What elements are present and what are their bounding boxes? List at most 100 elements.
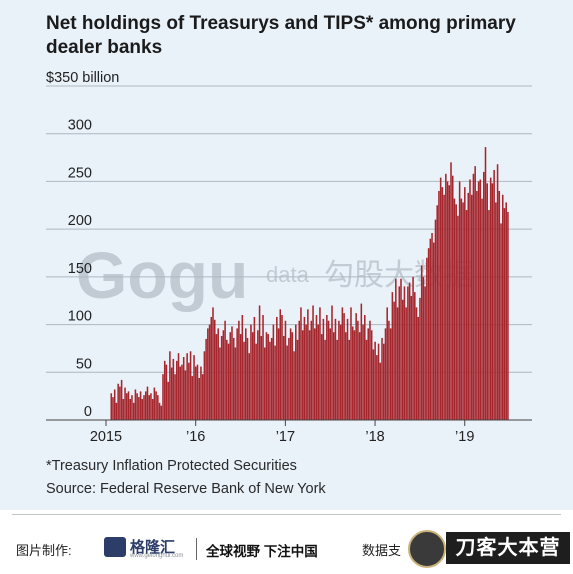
bar xyxy=(236,328,238,420)
bar xyxy=(172,358,175,420)
bar xyxy=(208,324,211,420)
bar xyxy=(148,395,150,420)
bar xyxy=(343,313,345,420)
watermark-small: data xyxy=(266,262,310,287)
bar xyxy=(189,351,192,420)
bar xyxy=(455,204,457,420)
bar xyxy=(267,334,269,420)
bar xyxy=(143,395,145,420)
bar xyxy=(144,391,147,420)
bar xyxy=(422,276,425,420)
bar xyxy=(207,328,209,420)
bar xyxy=(231,326,233,420)
watermark-latin: Gogu xyxy=(76,238,248,312)
bar xyxy=(124,387,126,420)
bar-chart: Gogu data 勾股大数据 0 50 100 150 200 250 300 $350 b… xyxy=(46,70,532,445)
bar xyxy=(224,320,226,420)
bar xyxy=(500,223,502,420)
bar xyxy=(324,339,326,420)
bar-series xyxy=(110,147,509,421)
bar xyxy=(457,215,459,420)
bar xyxy=(281,315,283,420)
bar xyxy=(427,248,430,420)
bar xyxy=(200,366,202,420)
bar xyxy=(501,194,504,420)
bar xyxy=(162,374,164,420)
bar xyxy=(248,353,251,420)
footnote: *Treasury Inflation Protected Securities xyxy=(46,458,297,474)
bar xyxy=(150,393,152,420)
bar xyxy=(238,320,240,420)
bar xyxy=(213,319,216,420)
bar xyxy=(445,173,447,420)
bar xyxy=(329,328,332,420)
bar xyxy=(308,330,311,420)
bar xyxy=(270,337,273,420)
footer: 图片制作: 格隆汇 www.gelonghui.com 全球视野 下注中国 数据… xyxy=(0,520,573,574)
bar xyxy=(486,183,489,420)
gelonghui-logo-icon xyxy=(104,537,126,557)
bar xyxy=(122,399,125,420)
bar xyxy=(345,332,347,420)
bar xyxy=(327,320,330,420)
bar xyxy=(193,355,195,420)
bar xyxy=(398,286,401,420)
bar xyxy=(439,177,442,420)
x-axis-labels: 2015 ’16 ’17 ’18 ’19 xyxy=(90,429,475,445)
bar xyxy=(194,366,197,420)
bar xyxy=(381,337,383,420)
bar xyxy=(295,324,297,420)
credit-label: 图片制作: xyxy=(16,543,72,558)
bar xyxy=(376,355,378,420)
bar xyxy=(153,387,156,420)
y-tick-label: 100 xyxy=(68,309,92,325)
bar xyxy=(129,399,132,420)
bar xyxy=(276,316,278,420)
bar xyxy=(369,320,371,420)
bar xyxy=(113,389,116,420)
bar xyxy=(458,181,461,420)
bar xyxy=(396,307,399,420)
footer-separator xyxy=(196,538,197,560)
bar xyxy=(403,286,406,420)
bar xyxy=(386,307,388,420)
bar xyxy=(174,374,176,420)
bar xyxy=(410,295,413,420)
bar xyxy=(167,381,169,420)
y-tick-label: 150 xyxy=(68,261,92,277)
bar xyxy=(334,318,337,420)
bar xyxy=(115,402,118,420)
bar xyxy=(126,393,128,420)
bar xyxy=(350,307,352,420)
bar xyxy=(460,198,463,420)
bar xyxy=(315,315,318,420)
bar xyxy=(286,345,288,420)
bar xyxy=(462,202,464,420)
bar xyxy=(450,162,452,421)
bar xyxy=(226,339,228,420)
bar xyxy=(250,324,252,420)
bar xyxy=(426,257,428,420)
bar xyxy=(414,292,416,420)
bar xyxy=(186,353,188,420)
bar xyxy=(165,364,168,420)
bar xyxy=(465,210,468,420)
bar xyxy=(303,316,306,420)
bar xyxy=(365,339,368,420)
bar xyxy=(370,330,373,420)
bar xyxy=(131,395,133,420)
watermark: Gogu data 勾股大数据 xyxy=(76,238,474,312)
bar xyxy=(151,399,154,420)
bar xyxy=(117,383,119,420)
bar xyxy=(379,362,382,420)
bar xyxy=(134,389,137,420)
bar xyxy=(474,166,476,420)
bar xyxy=(132,402,135,420)
bar xyxy=(229,332,232,420)
bar xyxy=(313,328,316,420)
bar xyxy=(205,338,207,420)
bar xyxy=(405,307,407,420)
y-tick-label: 250 xyxy=(68,165,92,181)
seal-icon xyxy=(408,530,446,568)
bar xyxy=(358,332,361,420)
